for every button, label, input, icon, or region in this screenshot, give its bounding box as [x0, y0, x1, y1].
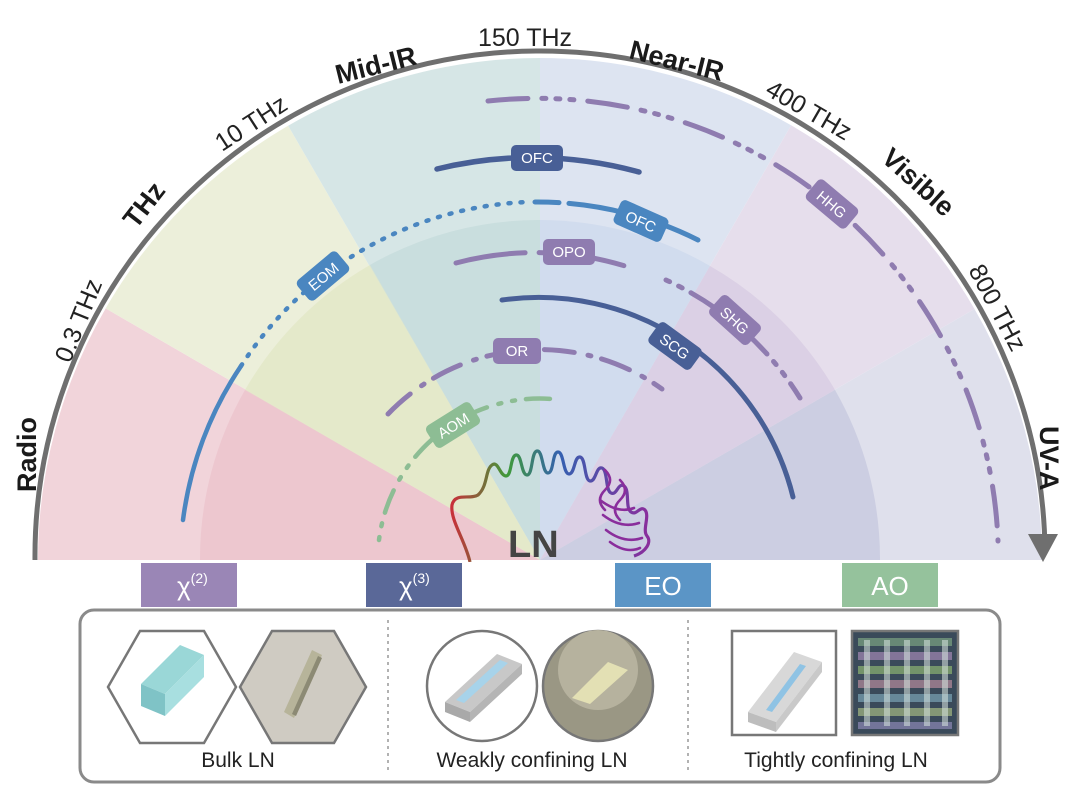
tight-ln-schematic-icon	[730, 629, 838, 737]
arrowhead-icon	[1028, 534, 1058, 562]
svg-text:OFC: OFC	[521, 150, 553, 167]
svg-text:AO: AO	[871, 571, 909, 601]
inner-shade-visible	[540, 266, 835, 560]
pill-ofc-outer: OFC	[613, 200, 669, 242]
svg-text:χ(2): χ(2)	[177, 570, 208, 601]
legend: χ(2) χ(3) EO AO	[141, 563, 938, 607]
caption-tightly-confining-ln: Tightly confining LN	[744, 749, 928, 772]
svg-text:EO: EO	[644, 571, 682, 601]
pill-ofc-inner: OFC	[511, 145, 563, 171]
weak-ln-photo	[541, 629, 655, 743]
svg-text:OPO: OPO	[552, 244, 585, 261]
weak-ln-schematic-icon	[425, 629, 539, 743]
spectrum-coil-loops	[598, 468, 644, 552]
svg-text:χ(3): χ(3)	[399, 570, 430, 601]
arc-eom-dotted	[238, 199, 531, 369]
arc-eom-ofc	[180, 363, 244, 523]
legend-eo: EO	[615, 563, 711, 607]
arc-hhg	[485, 95, 1001, 544]
inner-shade-uva	[540, 390, 881, 560]
bulk-ln-photo	[238, 629, 368, 745]
legend-ao: AO	[842, 563, 938, 607]
band-label-radio: Radio	[12, 417, 42, 492]
center-ln-label: LN	[508, 524, 559, 566]
bulk-ln-schematic-icon	[106, 629, 238, 745]
platform-panel: Bulk LN Weakly confining LN	[78, 608, 1002, 784]
inner-shade-midir	[370, 219, 540, 560]
svg-text:OR: OR	[506, 343, 529, 360]
caption-bulk-ln: Bulk LN	[201, 749, 275, 772]
caption-weakly-confining-ln: Weakly confining LN	[436, 749, 627, 772]
legend-chi3: χ(3)	[366, 563, 462, 607]
spectrum-coil-icon	[450, 449, 651, 563]
legend-chi2: χ(2)	[141, 563, 237, 607]
pill-or: OR	[493, 338, 541, 364]
arc-opo	[453, 250, 628, 269]
band-label-thz: THz	[117, 176, 171, 233]
inner-shade-nearir	[540, 220, 710, 560]
arc-aom	[376, 396, 555, 543]
tight-ln-chip-photo	[850, 629, 960, 737]
freq-label-150-thz: 150 THz	[478, 24, 572, 52]
spectrum-outer-arc	[32, 48, 1048, 561]
pill-shg: SHG	[709, 295, 761, 345]
pill-opo: OPO	[543, 239, 595, 265]
arc-or	[385, 347, 665, 417]
band-label-uv-a: UV-A	[1034, 426, 1064, 491]
